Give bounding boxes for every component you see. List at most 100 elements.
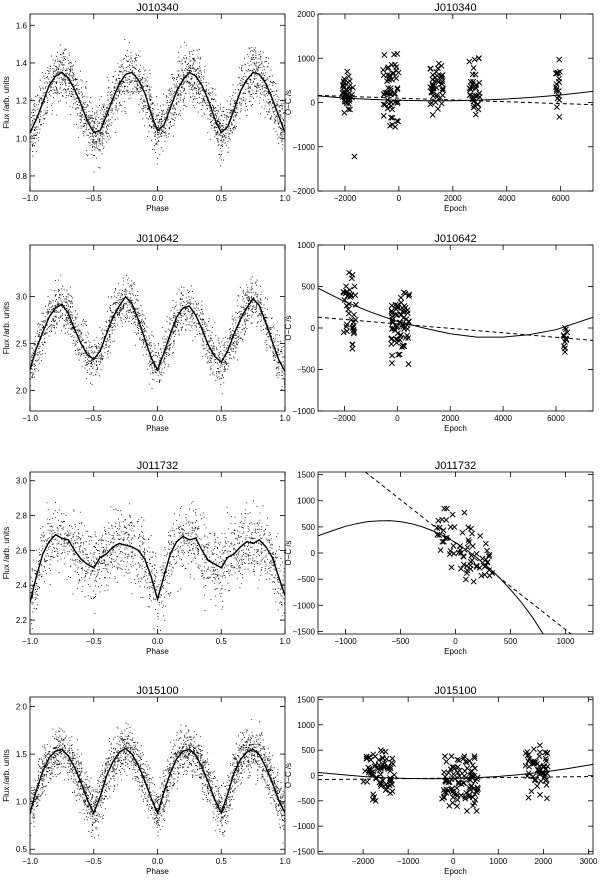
data-point xyxy=(282,123,284,125)
data-point xyxy=(78,330,80,332)
data-point xyxy=(267,325,269,327)
data-point xyxy=(156,144,158,146)
data-point xyxy=(202,339,203,341)
data-point xyxy=(69,321,71,323)
data-point xyxy=(134,80,136,82)
data-point xyxy=(221,128,223,130)
data-point xyxy=(114,71,116,72)
data-point xyxy=(38,326,40,328)
data-point xyxy=(193,307,195,309)
data-point xyxy=(90,373,92,375)
data-point xyxy=(93,121,95,123)
data-point xyxy=(169,88,170,90)
data-point xyxy=(221,129,223,131)
data-point xyxy=(56,324,58,325)
data-point xyxy=(274,120,276,122)
data-point xyxy=(73,80,74,81)
data-point xyxy=(86,126,88,128)
data-point xyxy=(135,295,136,297)
data-point xyxy=(149,90,151,91)
data-point xyxy=(99,132,101,134)
data-point xyxy=(244,305,246,307)
data-point xyxy=(170,342,172,344)
data-point xyxy=(77,331,79,333)
data-point xyxy=(239,322,240,324)
data-point xyxy=(75,329,77,331)
data-point xyxy=(96,121,98,123)
data-point xyxy=(193,58,194,59)
data-point xyxy=(192,54,194,55)
data-point xyxy=(205,92,207,94)
data-point xyxy=(112,113,114,114)
data-point xyxy=(194,98,196,100)
data-point xyxy=(117,74,119,76)
data-point xyxy=(95,135,97,137)
data-point xyxy=(60,300,62,302)
data-point xyxy=(124,39,126,40)
data-point xyxy=(178,74,179,76)
data-point xyxy=(174,324,175,326)
data-point xyxy=(144,80,146,82)
data-point xyxy=(123,308,125,310)
data-point xyxy=(125,317,126,318)
data-point xyxy=(136,325,138,326)
data-point xyxy=(75,84,77,86)
data-point xyxy=(134,284,136,286)
cross-marker xyxy=(351,153,358,160)
data-point xyxy=(84,352,86,354)
data-point xyxy=(118,92,120,94)
data-point xyxy=(93,130,95,132)
data-point xyxy=(265,80,267,82)
data-point xyxy=(88,353,90,355)
data-point xyxy=(50,86,52,88)
data-point xyxy=(56,69,58,70)
data-point xyxy=(183,76,185,77)
data-point xyxy=(190,316,192,318)
data-point xyxy=(153,128,155,129)
data-point xyxy=(37,341,39,342)
data-point xyxy=(168,345,170,347)
data-point xyxy=(125,77,126,78)
data-point xyxy=(272,338,274,339)
data-point xyxy=(188,51,190,53)
data-point xyxy=(251,47,253,48)
data-point xyxy=(96,345,98,347)
data-point xyxy=(278,368,280,370)
data-point xyxy=(243,301,245,303)
data-point xyxy=(119,292,121,294)
data-point xyxy=(193,303,194,305)
data-point xyxy=(249,292,251,294)
data-point xyxy=(242,289,244,291)
data-point xyxy=(181,292,183,294)
data-point xyxy=(244,334,245,336)
data-point xyxy=(58,289,60,291)
data-point xyxy=(59,294,60,296)
data-point xyxy=(32,151,33,152)
data-point xyxy=(105,341,107,343)
data-point xyxy=(228,127,230,129)
data-point xyxy=(173,107,175,108)
data-point xyxy=(188,86,190,87)
data-point xyxy=(203,320,205,322)
data-point xyxy=(269,75,271,77)
data-point xyxy=(189,60,191,62)
data-point xyxy=(135,344,136,346)
data-point xyxy=(221,141,223,143)
data-point xyxy=(256,307,258,309)
data-point xyxy=(78,88,80,90)
data-point xyxy=(196,75,198,77)
data-point xyxy=(129,303,131,305)
data-point xyxy=(89,355,91,356)
data-point xyxy=(271,94,272,95)
plot-area xyxy=(318,50,593,160)
data-point xyxy=(186,63,188,65)
data-point xyxy=(207,357,209,359)
data-point xyxy=(212,371,214,373)
data-point xyxy=(31,121,33,123)
data-point xyxy=(45,305,46,307)
data-point xyxy=(269,118,271,120)
data-point xyxy=(184,80,186,82)
data-point xyxy=(173,342,175,344)
data-point xyxy=(75,79,77,81)
data-point xyxy=(77,104,79,106)
